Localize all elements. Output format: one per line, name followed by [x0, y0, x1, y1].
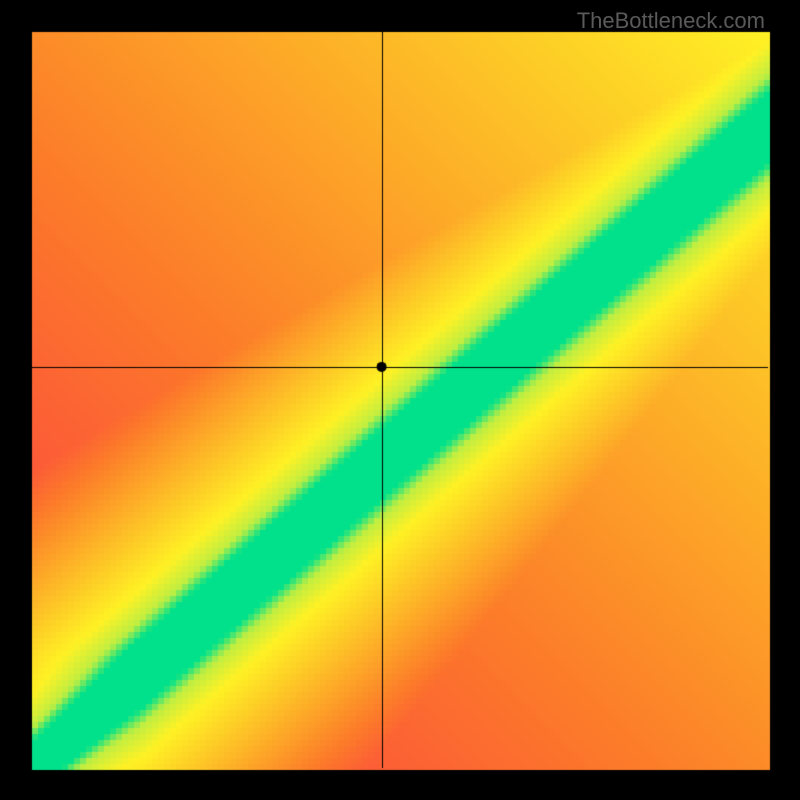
bottleneck-heatmap: [0, 0, 800, 800]
watermark-text: TheBottleneck.com: [577, 8, 765, 34]
